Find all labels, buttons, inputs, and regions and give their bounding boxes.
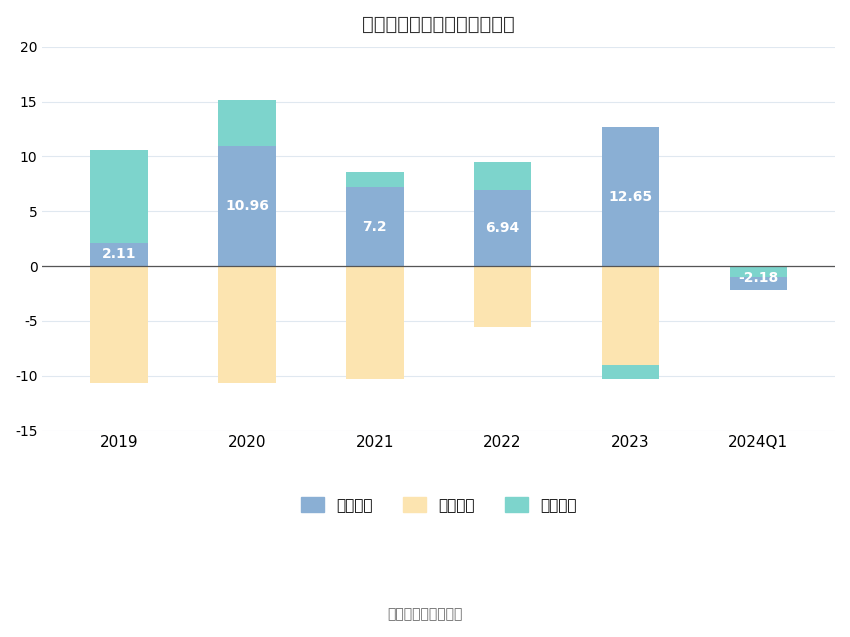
Title: 上海机电现金流净额（亿元）: 上海机电现金流净额（亿元） [362, 15, 515, 34]
Bar [729, 266, 787, 268]
Bar [90, 266, 148, 383]
Bar [602, 127, 660, 266]
Bar [218, 99, 275, 146]
Bar [602, 266, 660, 365]
Bar [346, 266, 404, 379]
Text: 7.2: 7.2 [362, 220, 387, 234]
Bar [346, 187, 404, 266]
Text: 6.94: 6.94 [485, 221, 519, 235]
Bar [90, 150, 148, 243]
Text: 数据来源：恒生聚源: 数据来源：恒生聚源 [388, 607, 462, 621]
Bar [346, 172, 404, 187]
Bar [90, 243, 148, 266]
Text: 10.96: 10.96 [225, 199, 269, 213]
Bar [729, 266, 787, 290]
Bar [218, 266, 275, 383]
Bar [473, 162, 531, 190]
Legend: 经营活动, 筹资活动, 投资活动: 经营活动, 筹资活动, 投资活动 [295, 490, 583, 519]
Bar [473, 266, 531, 327]
Bar [729, 268, 787, 277]
Text: 12.65: 12.65 [609, 190, 653, 204]
Text: 2.11: 2.11 [102, 247, 136, 261]
Bar [218, 146, 275, 266]
Bar [602, 365, 660, 379]
Bar [473, 190, 531, 266]
Text: -2.18: -2.18 [738, 271, 779, 285]
